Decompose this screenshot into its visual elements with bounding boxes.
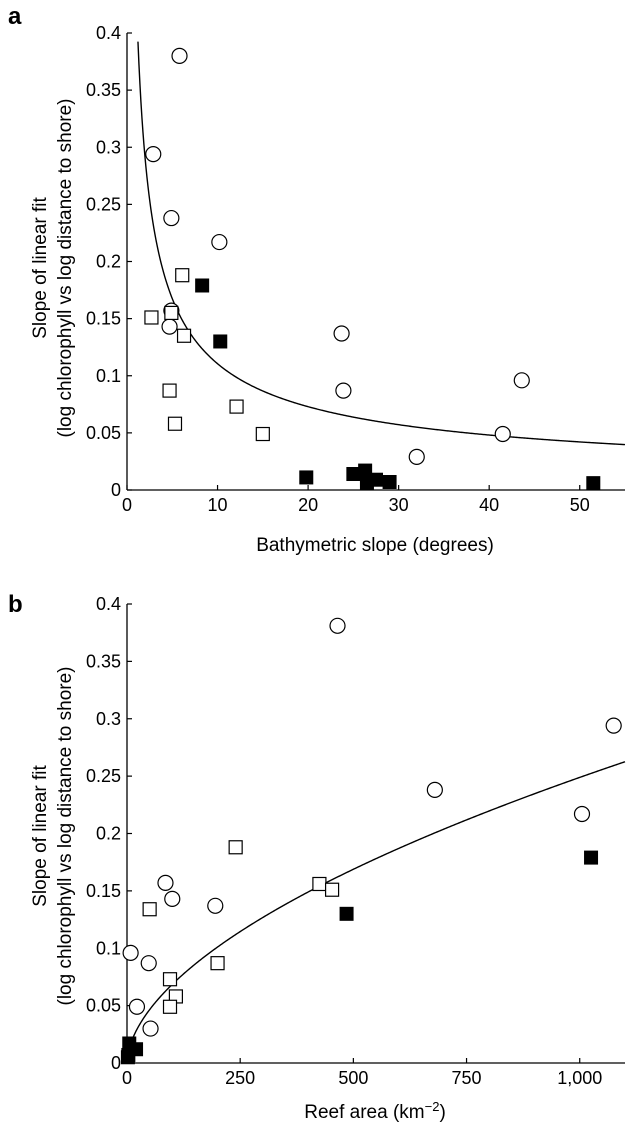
panel-b-x-axis-label-main: Reef area (km: [304, 1102, 424, 1123]
panel-a-x-tick-label: 40: [479, 495, 499, 515]
panel-a-point-filled-square: [195, 278, 210, 293]
panel-b-point-filled-square: [120, 1050, 135, 1065]
panel-a-point-open-square: [255, 426, 270, 442]
panel-a-point-open-circle: [163, 209, 180, 227]
panel-b-y-tick-label: 0.2: [96, 824, 121, 844]
panel-a-point-open-circle: [335, 382, 352, 399]
panel-a-point-open-circle: [161, 318, 178, 335]
panel-b-point-open-square: [324, 882, 340, 897]
panel-b-letter: b: [8, 591, 23, 618]
panel-b-point-filled-square: [339, 906, 354, 921]
panel-a-x-tick-label: 10: [208, 495, 228, 515]
panel-b-x-axis-label: Reef area (km−2): [304, 1099, 446, 1123]
panel-a-point-open-square: [164, 305, 179, 321]
panel-b-point-open-square: [228, 840, 243, 855]
panel-b-y-axis-label-line2: (log chlorophyll vs log distance to shor…: [55, 666, 76, 1005]
panel-b-y-tick-label: 0.25: [86, 766, 121, 786]
panel-b-point-open-circle: [426, 781, 443, 798]
panel-a-point-open-circle: [171, 47, 188, 64]
panel-a-y-tick-label: 0.4: [96, 23, 121, 43]
panel-a-x-tick-label: 0: [122, 495, 132, 515]
panel-b-point-open-circle: [605, 717, 622, 734]
panel-b-y-tick-label: 0.35: [86, 651, 121, 671]
panel-b-point-open-circle: [329, 617, 346, 634]
panel-a-point-filled-square: [299, 470, 314, 485]
panel-b-y-axis-label-line1: Slope of linear fit: [30, 765, 51, 907]
panel-a-point-open-square: [175, 268, 190, 283]
panel-b-x-tick-label: 500: [338, 1068, 368, 1088]
panel-a-y-tick-label: 0.15: [86, 309, 121, 329]
panel-b-point-open-circle: [573, 805, 591, 823]
panel-a-y-tick-label: 0: [111, 480, 121, 500]
panel-a-point-filled-square: [369, 472, 383, 487]
panel-b-point-open-square: [162, 972, 178, 987]
panel-b-y-tick-label: 0.4: [96, 594, 121, 614]
panel-b-y-tick-label: 0.1: [96, 938, 121, 958]
panel-b-x-axis-label-end: ): [439, 1102, 445, 1123]
panel-a: a Slope of linear fit (log chlorophyll v…: [8, 3, 626, 556]
panel-a-y-tick-label: 0.1: [96, 366, 121, 386]
panel-a-point-open-square: [229, 399, 244, 414]
panel-a-y-tick-label: 0.25: [86, 194, 121, 214]
panel-b-point-open-circle: [157, 874, 174, 891]
panel-a-point-filled-square: [213, 334, 228, 349]
panel-b-point-open-circle: [122, 944, 139, 961]
panel-a-y-tick-label: 0.3: [96, 137, 121, 157]
panel-b-y-tick-label: 0.3: [96, 709, 121, 729]
panel-b-point-open-circle: [207, 897, 224, 914]
panel-a-point-open-circle: [494, 425, 511, 443]
panel-b-y-tick-label: 0: [111, 1053, 121, 1073]
panel-b-x-tick-label: 0: [122, 1068, 132, 1088]
panel-b-point-open-circle: [164, 890, 181, 908]
panel-a-point-open-circle: [211, 233, 228, 251]
panel-a-x-axis-label: Bathymetric slope (degrees): [256, 535, 494, 556]
panel-b-x-axis-label-superscript: −2: [425, 1099, 440, 1114]
panel-a-point-open-square: [162, 383, 177, 398]
panel-a-y-tick-label: 0.35: [86, 80, 121, 100]
panel-b-x-tick-label: 250: [225, 1068, 255, 1088]
panel-b-point-filled-square: [584, 850, 599, 865]
panel-b-y-tick-label: 0.05: [86, 996, 121, 1016]
panel-b-point-open-circle: [142, 1020, 159, 1037]
panel-b: b Slope of linear fit (log chlorophyll v…: [8, 591, 626, 1123]
panel-b-x-tick-label: 750: [452, 1068, 482, 1088]
panel-a-letter: a: [8, 3, 22, 30]
panel-a-y-axis-label-line2: (log chlorophyll vs log distance to shor…: [55, 98, 76, 437]
panel-b-point-open-circle: [128, 998, 146, 1015]
panel-b-fit-curve: [127, 761, 626, 1054]
panel-b-point-open-square: [142, 902, 157, 917]
panel-a-y-tick-label: 0.2: [96, 252, 121, 272]
panel-a-x-tick-label: 50: [570, 495, 590, 515]
panel-a-point-open-circle: [408, 448, 425, 465]
panel-a-y-tick-label: 0.05: [86, 423, 121, 443]
panel-b-point-open-square: [162, 999, 178, 1014]
panel-a-point-open-square: [144, 310, 159, 325]
panel-a-point-open-circle: [333, 325, 350, 342]
panel-b-x-tick-label: 1,000: [557, 1068, 602, 1088]
panel-a-point-open-circle: [513, 372, 530, 389]
panel-a-point-filled-square: [382, 475, 397, 490]
panel-a-point-filled-square: [586, 476, 601, 491]
panel-a-fit-curve: [137, 41, 626, 446]
panel-b-point-open-square: [210, 956, 225, 971]
panel-b-y-tick-label: 0.15: [86, 881, 121, 901]
panel-a-point-open-square: [167, 416, 183, 431]
panel-a-point-filled-square: [346, 467, 361, 482]
panel-b-point-open-circle: [140, 955, 157, 972]
panel-b-point-open-square: [312, 876, 327, 892]
panel-a-point-open-circle: [145, 146, 162, 163]
panel-a-x-tick-label: 30: [389, 495, 409, 515]
panel-a-point-open-square: [176, 328, 192, 343]
panel-a-y-axis-label-line1: Slope of linear fit: [30, 197, 51, 339]
panel-a-x-tick-label: 20: [298, 495, 318, 515]
